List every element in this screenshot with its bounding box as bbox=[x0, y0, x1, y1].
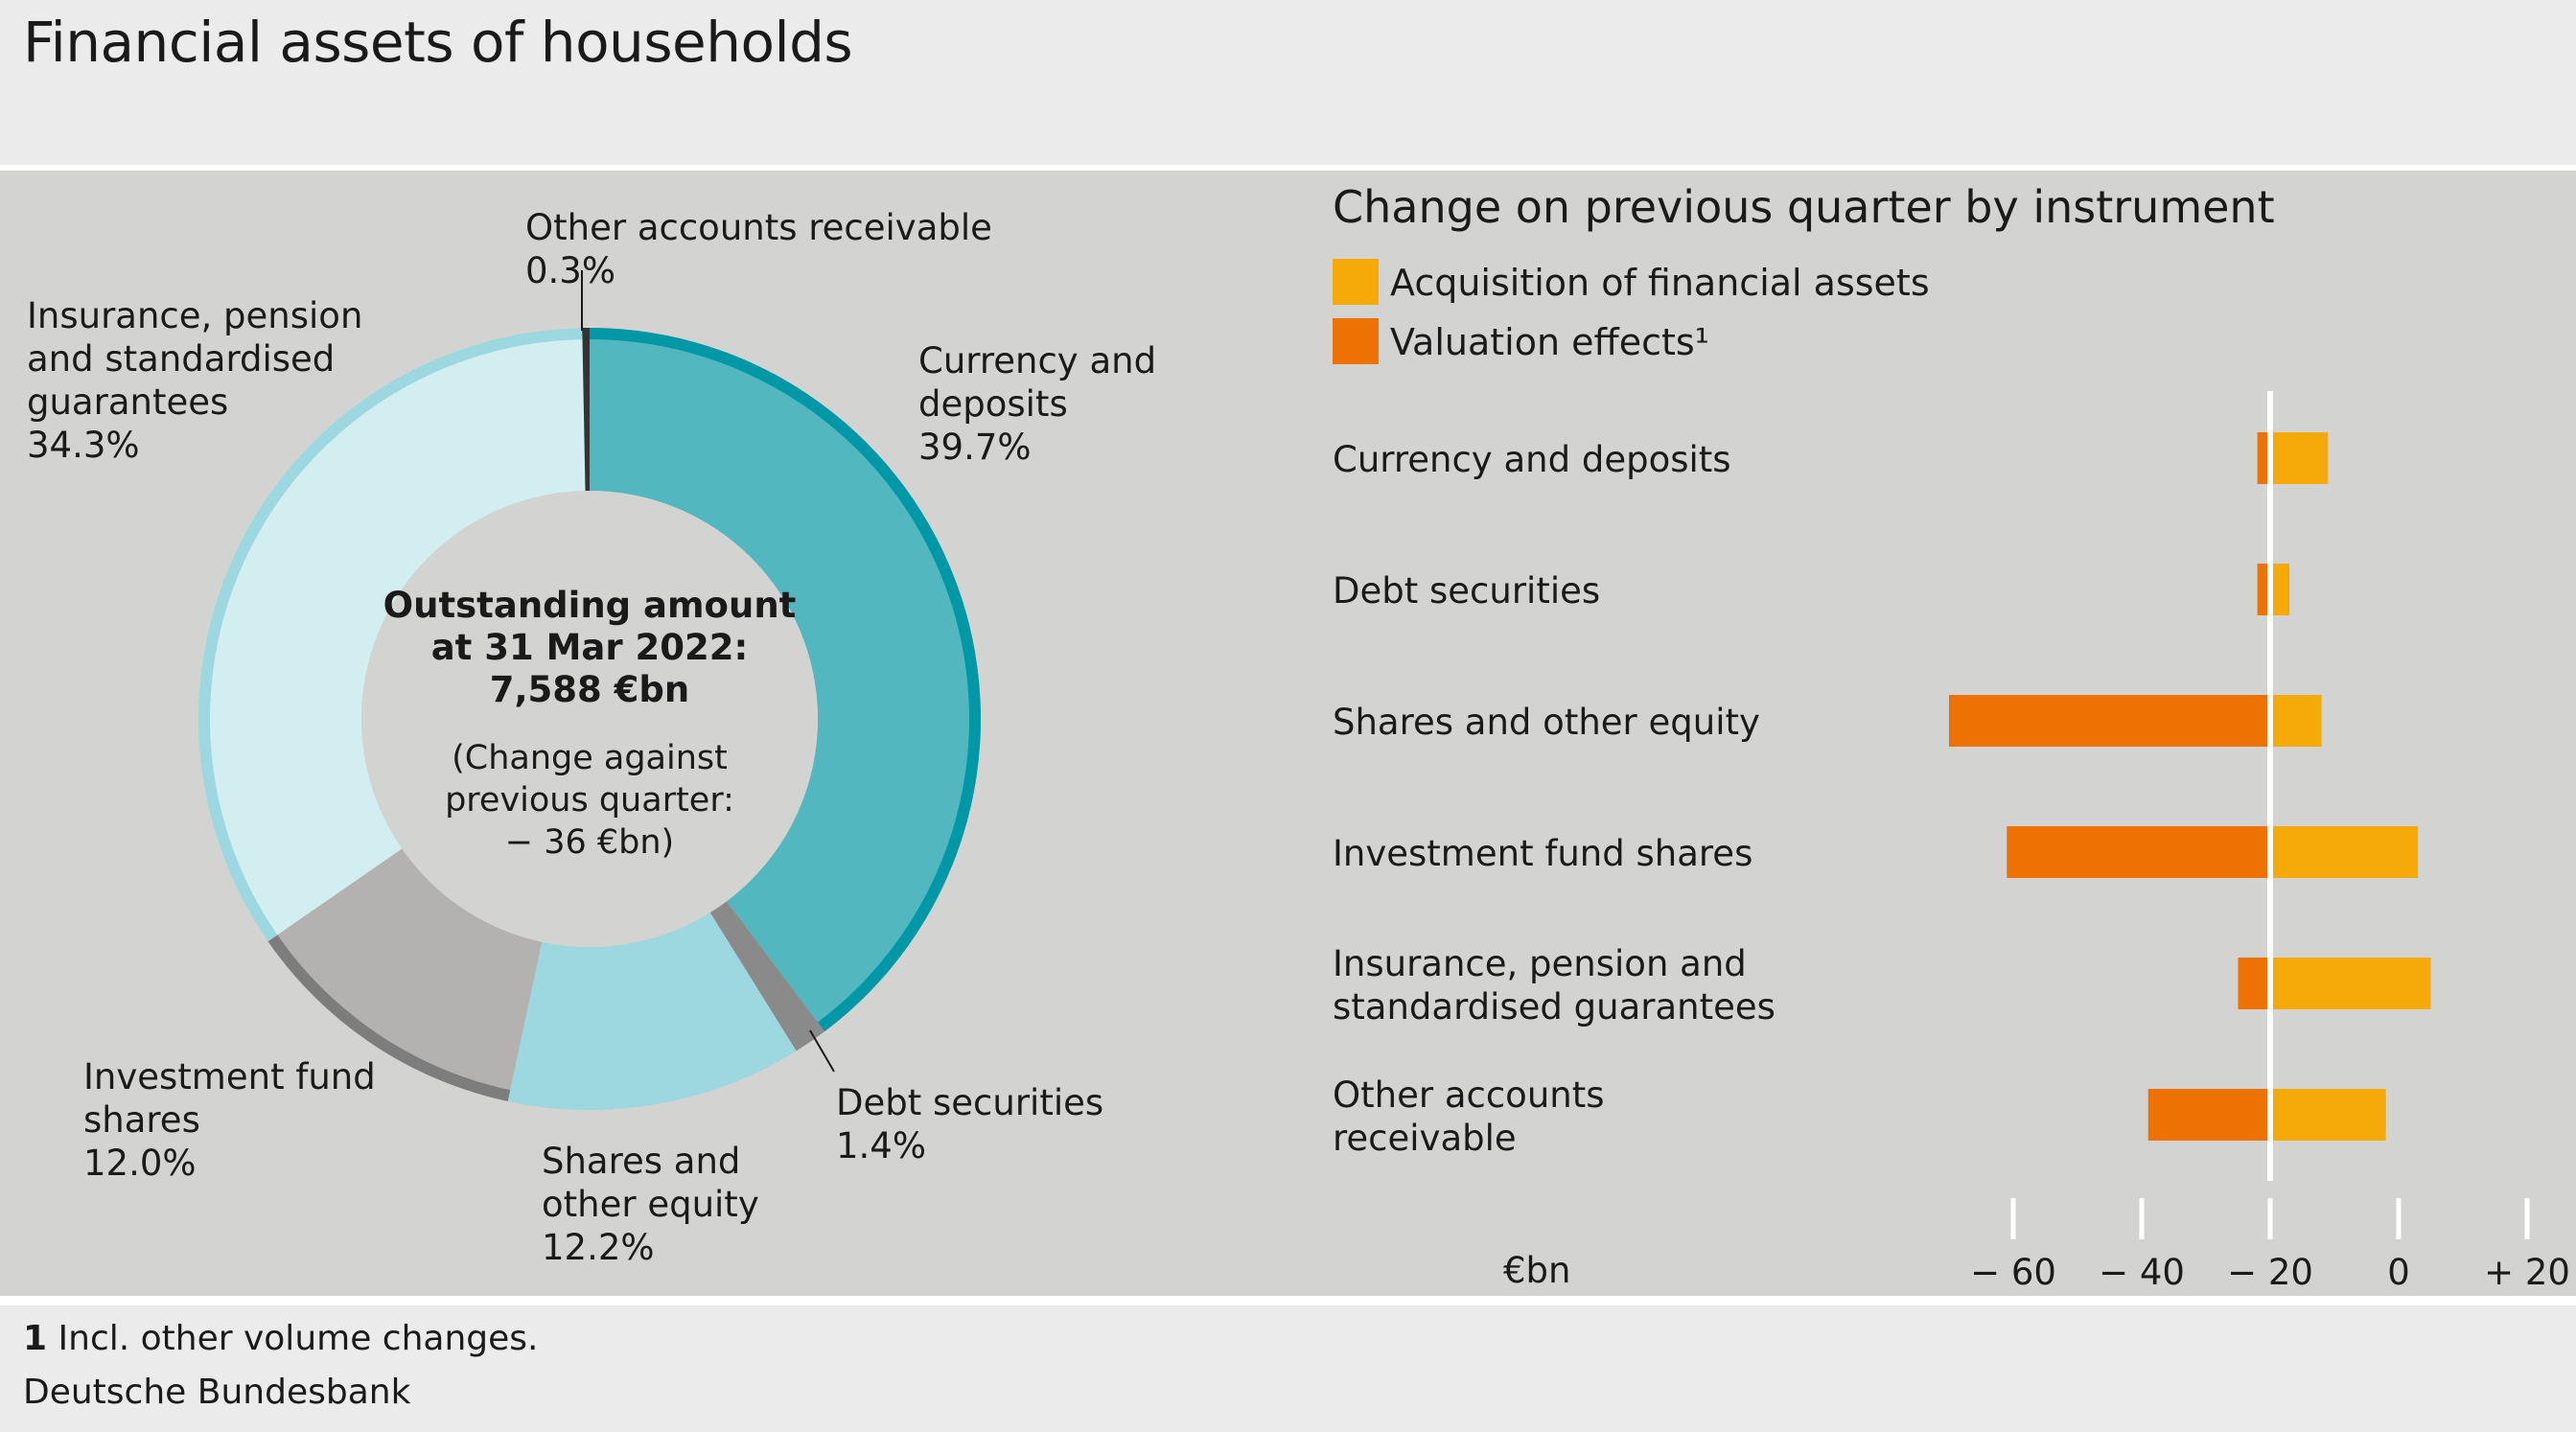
center-text: − 36 €bn) bbox=[505, 823, 674, 862]
slice-value-label: 12.2% bbox=[542, 1227, 655, 1268]
bar-valuation bbox=[2238, 958, 2270, 1009]
slice-label: other equity bbox=[542, 1184, 759, 1225]
source-label: Deutsche Bundesbank bbox=[23, 1373, 411, 1412]
legend-label: Acquisition of financial assets bbox=[1390, 262, 1930, 304]
slice-label: Investment fund bbox=[83, 1056, 376, 1097]
x-tick-label: − 60 bbox=[1970, 1252, 2056, 1293]
bar-acquisition bbox=[2270, 1089, 2386, 1141]
legend-swatch-acquisition bbox=[1333, 259, 1379, 305]
donut-rim-other-accounts bbox=[582, 328, 590, 340]
x-tick-label: + 20 bbox=[2484, 1252, 2570, 1293]
bar-valuation bbox=[2007, 826, 2270, 878]
category-label: Other accounts bbox=[1333, 1074, 1605, 1116]
slice-label: Currency and bbox=[918, 340, 1156, 381]
donut-rim-debt-securities bbox=[790, 1022, 825, 1051]
unit-label: €bn bbox=[1503, 1250, 1570, 1291]
center-text: 7,588 €bn bbox=[490, 669, 690, 710]
slice-label: Other accounts receivable bbox=[525, 207, 992, 248]
slice-label: Shares and bbox=[542, 1141, 740, 1182]
slice-label: Debt securities bbox=[836, 1082, 1103, 1123]
header: Financial assets of households bbox=[0, 0, 2576, 165]
leader-line bbox=[809, 1029, 835, 1073]
category-label: Insurance, pension and bbox=[1333, 943, 1747, 984]
slice-value-label: 1.4% bbox=[836, 1125, 926, 1166]
donut-slice-investment-fund bbox=[267, 848, 543, 1101]
slice-label: shares bbox=[83, 1099, 200, 1141]
center-text: Outstanding amount bbox=[383, 585, 797, 626]
slice-label: deposits bbox=[918, 383, 1068, 425]
category-label: Debt securities bbox=[1333, 570, 1600, 612]
slice-label: Insurance, pension bbox=[27, 295, 362, 336]
divider bbox=[0, 1296, 2576, 1305]
legend-swatch-valuation bbox=[1333, 318, 1379, 364]
bar-chart: Change on previous quarter by instrument… bbox=[1333, 181, 2570, 1293]
donut-rim-insurance-pension bbox=[197, 328, 583, 942]
donut-slice-currency-deposits bbox=[590, 328, 982, 1032]
bar-valuation bbox=[2257, 432, 2270, 484]
slice-value-label: 34.3% bbox=[27, 425, 140, 466]
slice-label: guarantees bbox=[27, 381, 228, 423]
footer: 1 Incl. other volume changes. Deutsche B… bbox=[0, 1305, 2576, 1432]
category-label: Shares and other equity bbox=[1333, 702, 1760, 743]
center-text: previous quarter: bbox=[445, 781, 734, 820]
bar-acquisition bbox=[2270, 826, 2419, 878]
category-label: Currency and deposits bbox=[1333, 439, 1731, 480]
donut-rim-shares-equity bbox=[507, 1041, 797, 1110]
bar-valuation bbox=[2147, 1089, 2270, 1141]
x-tick-label: − 20 bbox=[2227, 1252, 2313, 1293]
bar-acquisition bbox=[2270, 564, 2290, 615]
donut-rim-investment-fund bbox=[267, 935, 511, 1101]
divider bbox=[0, 165, 2576, 171]
footnote-number: 1 bbox=[23, 1319, 48, 1358]
category-label: receivable bbox=[1333, 1118, 1517, 1159]
footnote: 1 Incl. other volume changes. bbox=[23, 1319, 538, 1358]
donut-hole bbox=[361, 491, 818, 947]
slice-value-label: 12.0% bbox=[83, 1143, 197, 1184]
donut-slice-shares-equity bbox=[507, 912, 797, 1110]
legend-label: Valuation effects¹ bbox=[1390, 321, 1709, 363]
donut-slice-other-accounts bbox=[582, 328, 590, 492]
page-title: Financial assets of households bbox=[23, 10, 853, 75]
bar-valuation bbox=[1949, 695, 2270, 747]
x-tick-label: − 40 bbox=[2099, 1252, 2185, 1293]
center-text: (Change against bbox=[452, 739, 728, 777]
donut-slice-debt-securities bbox=[709, 901, 825, 1051]
donut-slice-insurance-pension bbox=[197, 328, 586, 942]
x-tick-label: 0 bbox=[2387, 1252, 2410, 1293]
slice-value-label: 39.7% bbox=[918, 427, 1032, 468]
slice-value-label: 0.3% bbox=[525, 250, 615, 291]
category-label: standardised guarantees bbox=[1333, 986, 1775, 1028]
footnote-text: Incl. other volume changes. bbox=[58, 1319, 539, 1358]
bar-acquisition bbox=[2270, 958, 2431, 1009]
center-text: at 31 Mar 2022: bbox=[431, 627, 749, 668]
bar-valuation bbox=[2257, 564, 2270, 615]
bar-chart-title: Change on previous quarter by instrument bbox=[1333, 181, 2275, 233]
bar-acquisition bbox=[2270, 432, 2329, 484]
bar-acquisition bbox=[2270, 695, 2322, 747]
category-label: Investment fund shares bbox=[1333, 833, 1752, 874]
slice-label: and standardised bbox=[27, 338, 335, 380]
